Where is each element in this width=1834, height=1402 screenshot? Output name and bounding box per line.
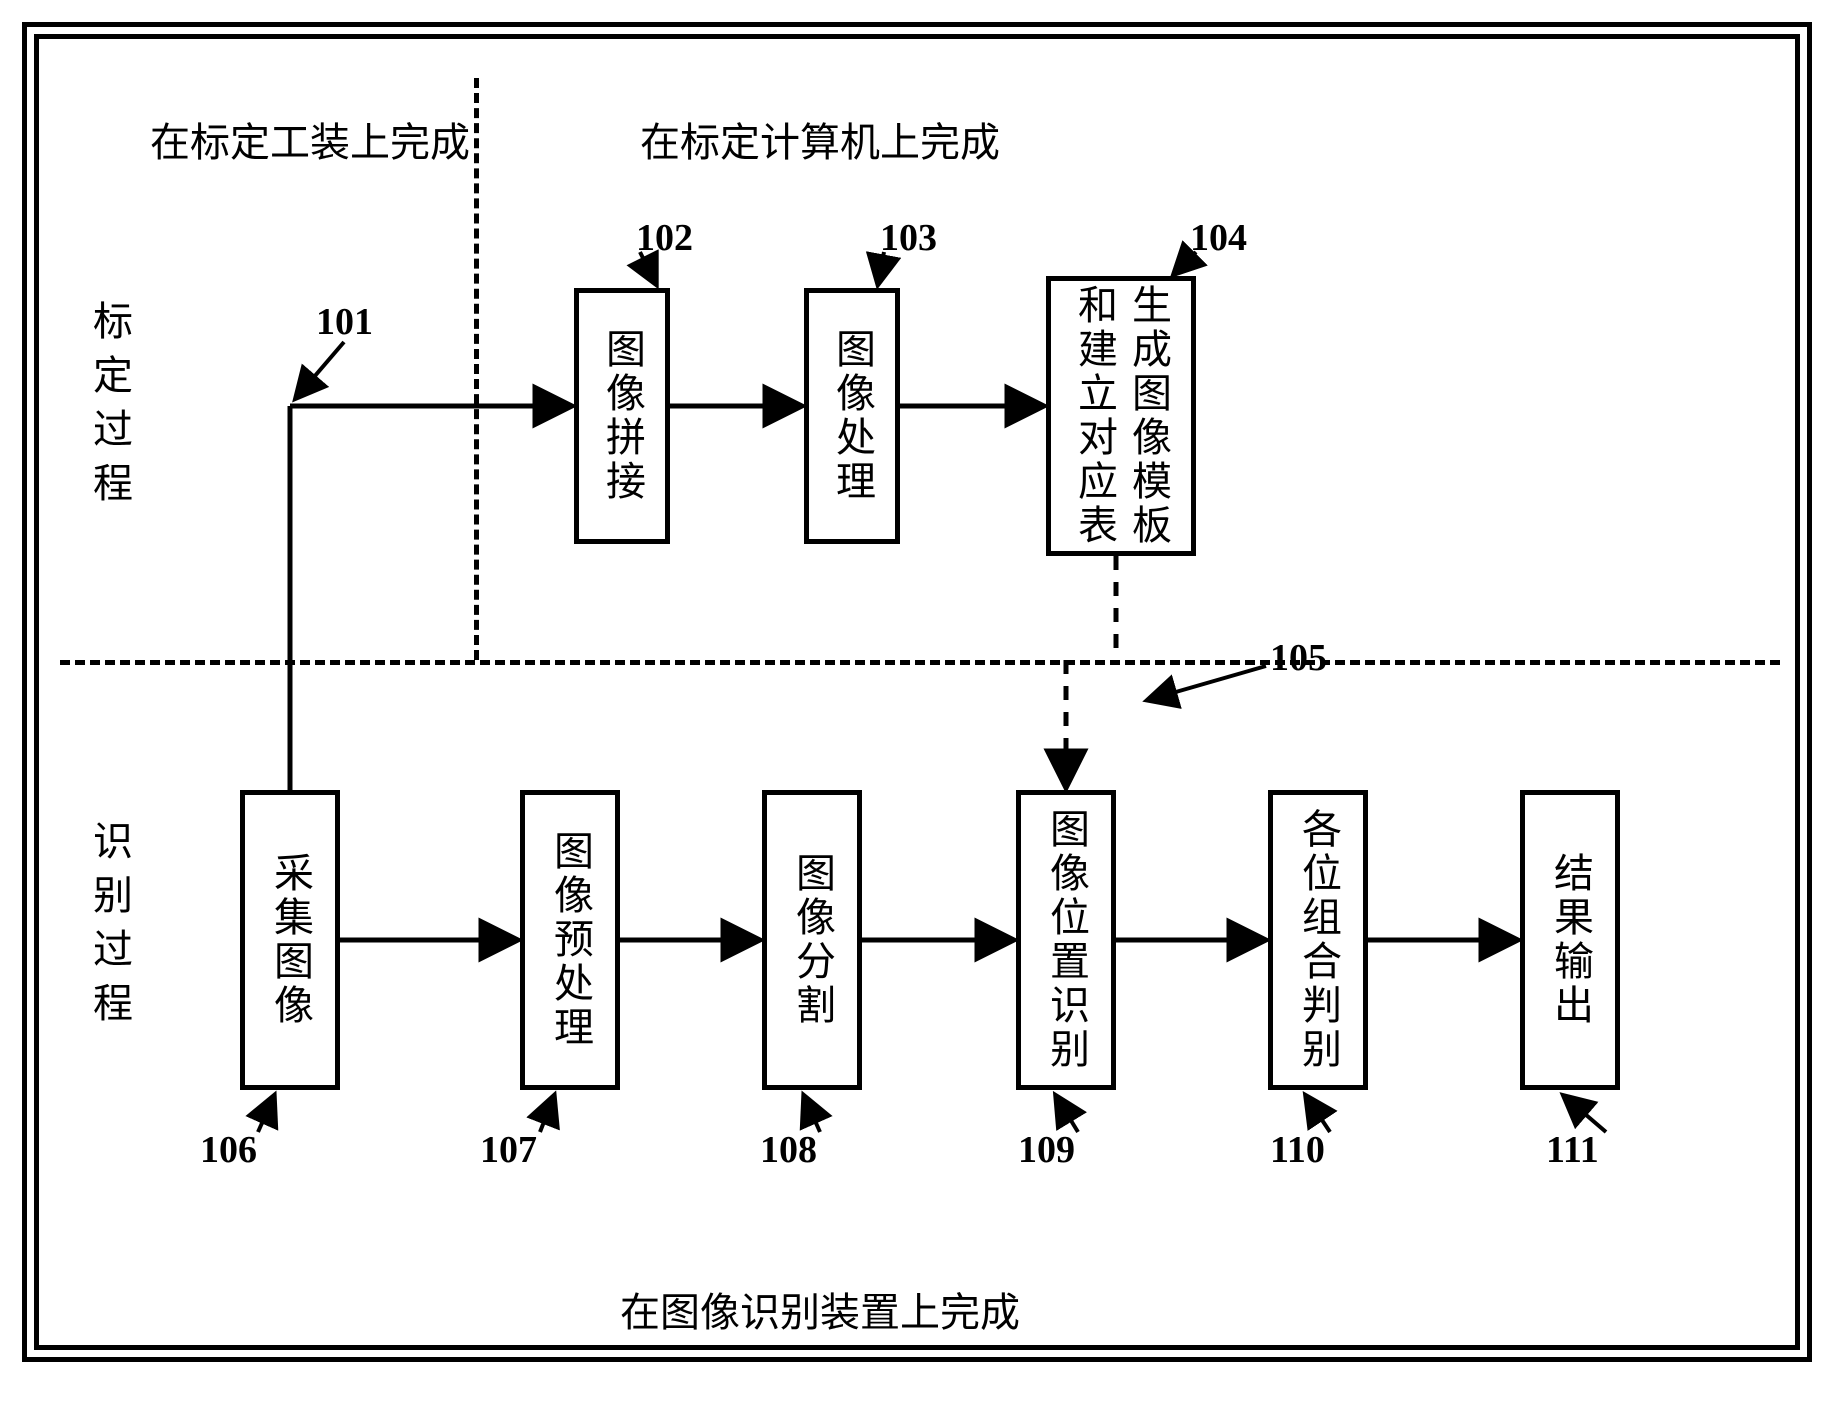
node-110-text: 各位组合判别 (1291, 808, 1345, 1072)
node-108: 图像分割 (762, 790, 862, 1090)
node-110: 各位组合判别 (1268, 790, 1368, 1090)
node-103-text: 图像处理 (825, 328, 879, 504)
ref-110: 110 (1270, 1128, 1325, 1172)
ref-101: 101 (316, 300, 373, 344)
ref-105: 105 (1270, 636, 1327, 680)
node-102-text: 图像拼接 (595, 328, 649, 504)
ref-111: 111 (1546, 1128, 1599, 1172)
node-102: 图像拼接 (574, 288, 670, 544)
section-label-top-left: 在标定工装上完成 (150, 110, 470, 168)
section-label-top-right: 在标定计算机上完成 (640, 110, 1000, 168)
horizontal-dashed-separator (60, 660, 1780, 665)
ref-104: 104 (1190, 216, 1247, 260)
node-109: 图像位置识别 (1016, 790, 1116, 1090)
section-label-bottom: 在图像识别装置上完成 (620, 1280, 1020, 1338)
section-label-left-upper: 标定过程 (80, 300, 138, 516)
node-104-text: 生成图像模板和建立对应表 (1067, 281, 1175, 551)
section-label-left-lower: 识别过程 (80, 820, 138, 1036)
ref-108: 108 (760, 1128, 817, 1172)
node-104: 生成图像模板和建立对应表 (1046, 276, 1196, 556)
node-111-text: 结果输出 (1543, 852, 1597, 1028)
ref-107: 107 (480, 1128, 537, 1172)
ref-109: 109 (1018, 1128, 1075, 1172)
node-106: 采集图像 (240, 790, 340, 1090)
node-109-text: 图像位置识别 (1039, 808, 1093, 1072)
ref-103: 103 (880, 216, 937, 260)
vertical-dashed-separator (474, 78, 479, 660)
node-107-text: 图像预处理 (543, 830, 597, 1050)
node-108-text: 图像分割 (785, 852, 839, 1028)
ref-102: 102 (636, 216, 693, 260)
node-103: 图像处理 (804, 288, 900, 544)
node-107: 图像预处理 (520, 790, 620, 1090)
ref-106: 106 (200, 1128, 257, 1172)
node-111: 结果输出 (1520, 790, 1620, 1090)
node-106-text: 采集图像 (263, 852, 317, 1028)
